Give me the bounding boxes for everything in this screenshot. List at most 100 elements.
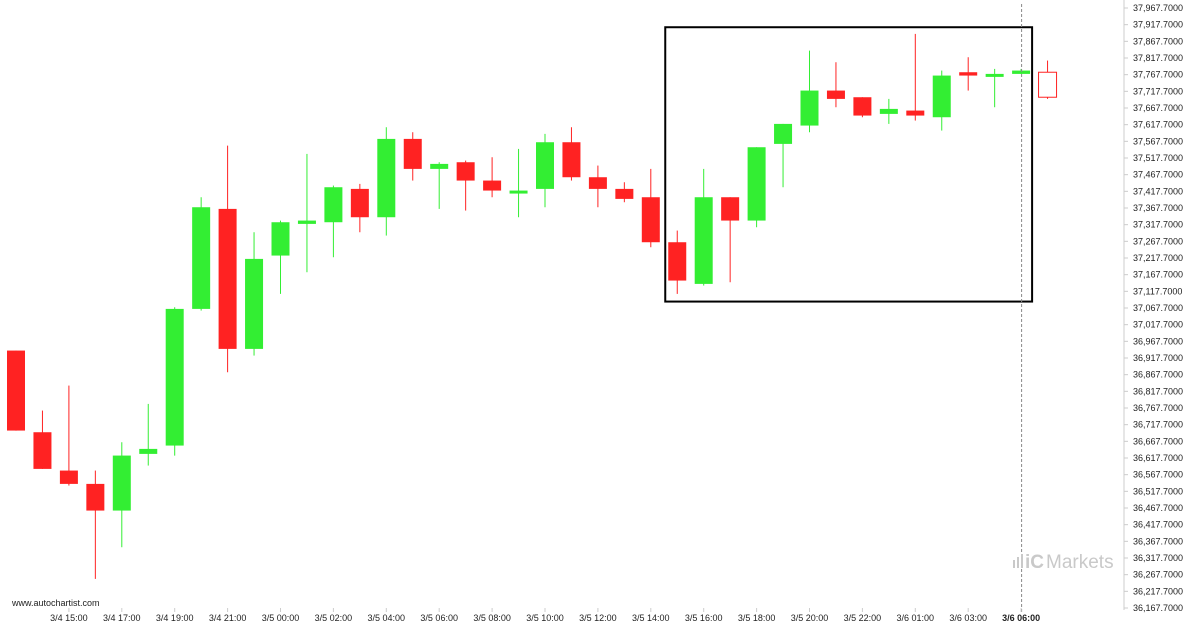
candle <box>721 197 740 283</box>
candle <box>350 183 369 233</box>
y-tick-label: 37,217.7000 <box>1133 253 1183 263</box>
ic-markets-logo-icon: iC <box>1013 552 1044 573</box>
y-tick-label: 37,717.7000 <box>1133 86 1183 96</box>
candle-body <box>774 123 793 144</box>
svg-text:iC: iC <box>1025 552 1044 573</box>
candle-body <box>615 188 634 199</box>
x-tick-label: 3/4 15:00 <box>50 613 88 623</box>
candle <box>615 182 634 203</box>
y-tick-label: 37,067.7000 <box>1133 303 1183 313</box>
candle <box>112 442 131 548</box>
candle <box>826 62 845 108</box>
candle-body <box>747 147 766 221</box>
candle-body <box>562 142 581 178</box>
candle-body <box>932 75 951 118</box>
x-tick-label: 3/5 04:00 <box>368 613 406 623</box>
candle-body <box>536 142 554 189</box>
candle-body <box>430 163 449 169</box>
candle <box>932 70 951 131</box>
y-tick-label: 37,667.7000 <box>1133 103 1183 113</box>
candle-body <box>959 72 978 76</box>
y-tick-label: 37,167.7000 <box>1133 270 1183 280</box>
x-tick-label: 3/5 16:00 <box>685 613 723 623</box>
candle-body <box>297 220 316 224</box>
candle-body <box>271 222 290 256</box>
y-tick-label: 36,617.7000 <box>1133 453 1183 463</box>
y-tick-label: 36,717.7000 <box>1133 420 1183 430</box>
y-tick-label: 37,567.7000 <box>1133 136 1183 146</box>
brand-name: Markets <box>1046 552 1114 573</box>
x-tick-label: 3/4 17:00 <box>103 613 141 623</box>
candle-body <box>86 483 105 511</box>
x-tick-label: 3/5 02:00 <box>315 613 353 623</box>
x-tick-label: 3/5 18:00 <box>738 613 776 623</box>
x-tick-label: 3/5 12:00 <box>579 613 617 623</box>
x-tick-label: 3/5 06:00 <box>420 613 458 623</box>
candle <box>7 350 25 431</box>
y-tick-label: 36,817.7000 <box>1133 386 1183 396</box>
x-tick-label: 3/5 00:00 <box>262 613 300 623</box>
candle-body <box>456 162 475 181</box>
x-tick-label: 3/5 20:00 <box>791 613 829 623</box>
y-tick-label: 36,467.7000 <box>1133 503 1183 513</box>
y-tick-label: 37,117.7000 <box>1133 286 1182 296</box>
candle-body <box>721 197 740 221</box>
source-label[interactable]: www.autochartist.com <box>11 598 100 608</box>
candle-body <box>7 350 25 431</box>
x-tick-label: 3/6 01:00 <box>897 613 935 623</box>
y-tick-label: 37,467.7000 <box>1133 170 1183 180</box>
candle <box>588 165 607 208</box>
candle <box>33 410 52 469</box>
y-tick-label: 37,817.7000 <box>1133 53 1183 63</box>
candle <box>694 168 713 286</box>
candle <box>165 307 184 456</box>
y-tick-label: 36,567.7000 <box>1133 470 1183 480</box>
y-tick-label: 37,917.7000 <box>1133 20 1183 30</box>
candle-body <box>1038 71 1058 98</box>
candle <box>879 98 898 124</box>
y-tick-label: 36,367.7000 <box>1133 536 1183 546</box>
y-tick-label: 36,417.7000 <box>1133 520 1183 530</box>
candle-body <box>483 180 502 191</box>
candle <box>324 185 343 258</box>
candle-body <box>192 207 211 309</box>
x-tick-label: 3/5 14:00 <box>632 613 670 623</box>
candle-body <box>1012 70 1031 74</box>
y-tick-label: 36,967.7000 <box>1133 336 1183 346</box>
candle <box>1038 60 1058 99</box>
candle <box>139 403 158 466</box>
candle <box>509 148 528 218</box>
y-tick-label: 36,217.7000 <box>1133 586 1183 596</box>
candle-body <box>165 308 184 446</box>
x-tick-label: 3/5 10:00 <box>526 613 564 623</box>
y-tick-label: 37,267.7000 <box>1133 236 1183 246</box>
candle <box>86 470 105 579</box>
pattern-box <box>664 26 1034 303</box>
candles-layer <box>7 33 1058 579</box>
candle-body <box>33 432 52 469</box>
x-tick-label: 3/5 22:00 <box>844 613 882 623</box>
candle <box>377 127 396 236</box>
candle <box>959 57 978 91</box>
x-axis-labels: 3/4 15:00 3/4 17:00 3/4 19:00 3/4 21:00 3/5 … <box>50 608 1040 623</box>
candle-body <box>509 190 528 194</box>
y-tick-label: 37,417.7000 <box>1133 186 1183 196</box>
candle-body <box>59 470 78 484</box>
candle-body <box>350 188 369 218</box>
x-tick-label: 3/6 03:00 <box>949 613 987 623</box>
candle-body <box>403 138 422 169</box>
y-tick-label: 36,917.7000 <box>1133 353 1183 363</box>
x-tick-label: 3/4 21:00 <box>209 613 247 623</box>
y-tick-label: 37,367.7000 <box>1133 203 1183 213</box>
y-tick-label: 36,317.7000 <box>1133 553 1183 563</box>
candle <box>245 232 264 356</box>
candle <box>430 162 449 209</box>
y-tick-label: 37,017.7000 <box>1133 320 1183 330</box>
candle <box>192 197 211 311</box>
y-tick-label: 36,767.7000 <box>1133 403 1183 413</box>
candle-body <box>906 110 925 116</box>
pattern-box-layer <box>664 26 1034 303</box>
candle-body <box>668 242 687 281</box>
candle <box>536 133 554 208</box>
